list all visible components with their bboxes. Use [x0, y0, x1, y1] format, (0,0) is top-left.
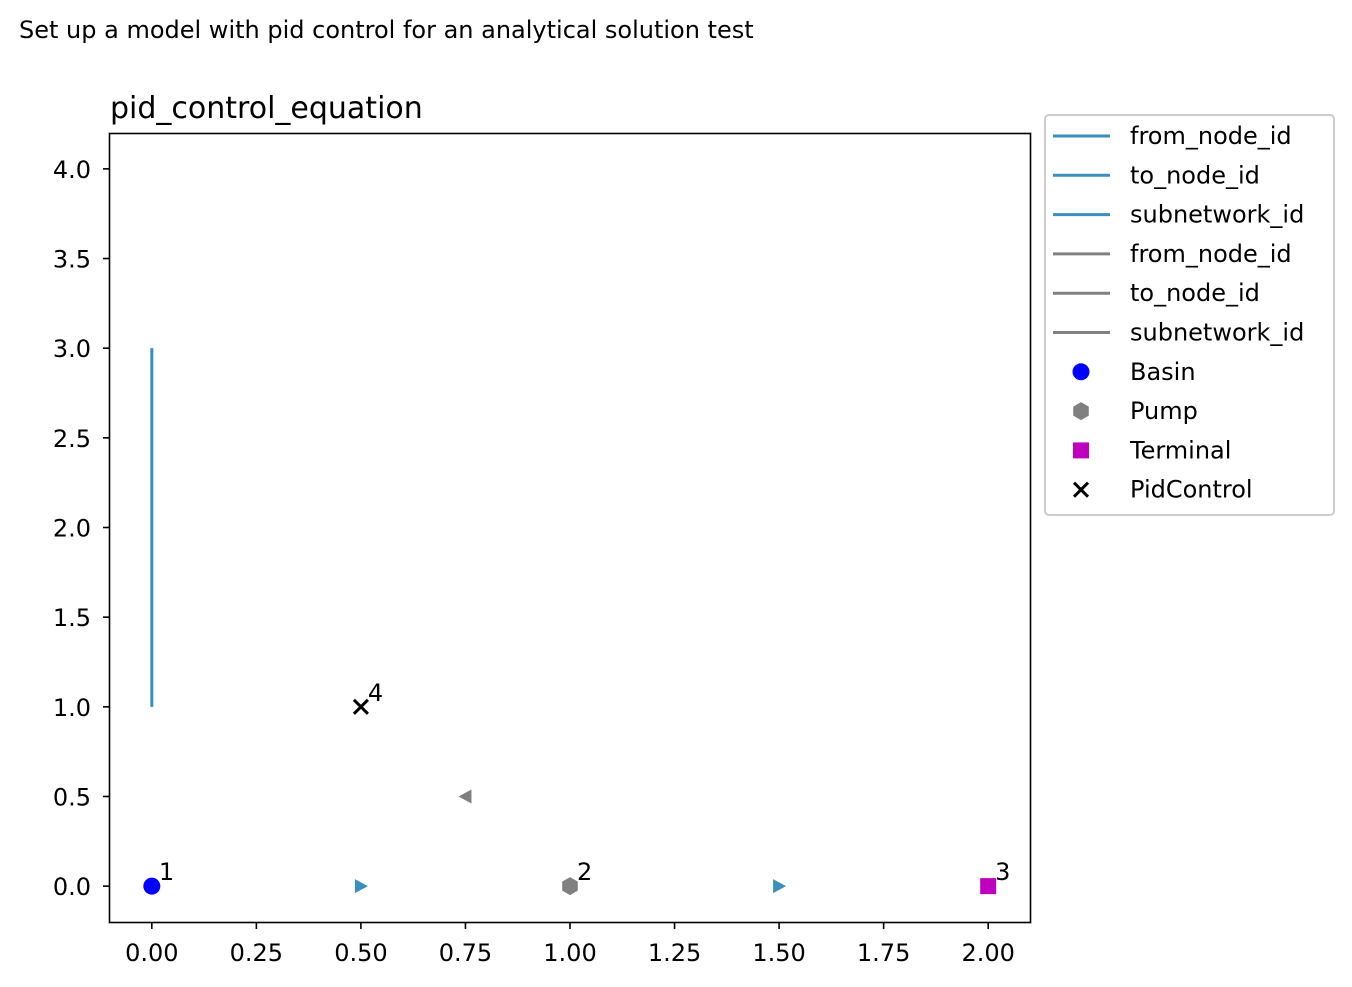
legend-pidcontrol-swatch [1072, 481, 1090, 498]
legend-label: Basin [1130, 358, 1196, 386]
legend-label: to_node_id [1130, 279, 1260, 307]
legend-label: Pump [1130, 397, 1198, 425]
pidcontrol-node-id-label: 4 [368, 679, 383, 707]
y-tick-label: 0.0 [53, 873, 91, 901]
y-tick-label: 2.5 [53, 425, 91, 453]
x-tick-label: 0.00 [125, 939, 178, 967]
basin-node-id-label: 1 [159, 858, 174, 886]
legend-label: PidControl [1130, 476, 1253, 504]
flow-link-arrow [773, 879, 787, 894]
axes-title: pid_control_equation [110, 91, 423, 126]
y-tick-label: 2.0 [53, 515, 91, 543]
axes-frame [108, 132, 1032, 924]
legend-label: from_node_id [1130, 240, 1292, 268]
pump-node-marker [562, 877, 578, 896]
terminal-node-marker [980, 878, 997, 895]
legend-label: subnetwork_id [1130, 319, 1304, 347]
pump-node-id-label: 2 [577, 858, 592, 886]
x-tick-label: 2.00 [961, 939, 1014, 967]
legend-box [1044, 114, 1335, 516]
legend: from_node_id to_node_id subnetwork_id from_… [1044, 114, 1335, 516]
y-tick-label: 1.0 [53, 694, 91, 722]
x-tick-label: 0.25 [230, 939, 283, 967]
x-tick-label: 1.00 [543, 939, 596, 967]
legend-label: subnetwork_id [1130, 201, 1304, 229]
legend-label: Terminal [1129, 436, 1231, 464]
terminal-node-id-label: 3 [995, 858, 1010, 886]
legend-basin-swatch [1072, 363, 1090, 381]
legend-label: to_node_id [1130, 161, 1260, 189]
x-tick-label: 0.50 [334, 939, 387, 967]
y-tick-label: 3.0 [53, 335, 91, 363]
x-tick-label: 1.50 [752, 939, 805, 967]
basin-node-marker [143, 877, 161, 895]
legend-label: from_node_id [1130, 122, 1292, 150]
y-tick-label: 4.0 [53, 156, 91, 184]
x-tick-label: 0.75 [439, 939, 492, 967]
flow-link-arrow [354, 879, 368, 894]
y-tick-label: 0.5 [53, 783, 91, 811]
control-link-arrow [458, 789, 472, 804]
y-tick-label: 3.5 [53, 246, 91, 274]
pidcontrol-node-marker [352, 698, 369, 715]
plot-area: 1 2 3 4 [143, 348, 1010, 896]
legend-pump-swatch [1073, 402, 1089, 421]
legend-terminal-swatch [1073, 442, 1089, 459]
y-tick-label: 1.5 [53, 604, 91, 632]
axis-ticks: 0.00 0.25 0.50 0.75 1.00 1.25 1.50 1.75 2.00 0.0 0… [53, 156, 1015, 967]
figure-suptitle: Set up a model with pid control for an a… [19, 16, 754, 44]
x-tick-label: 1.25 [648, 939, 701, 967]
x-tick-label: 1.75 [857, 939, 910, 967]
